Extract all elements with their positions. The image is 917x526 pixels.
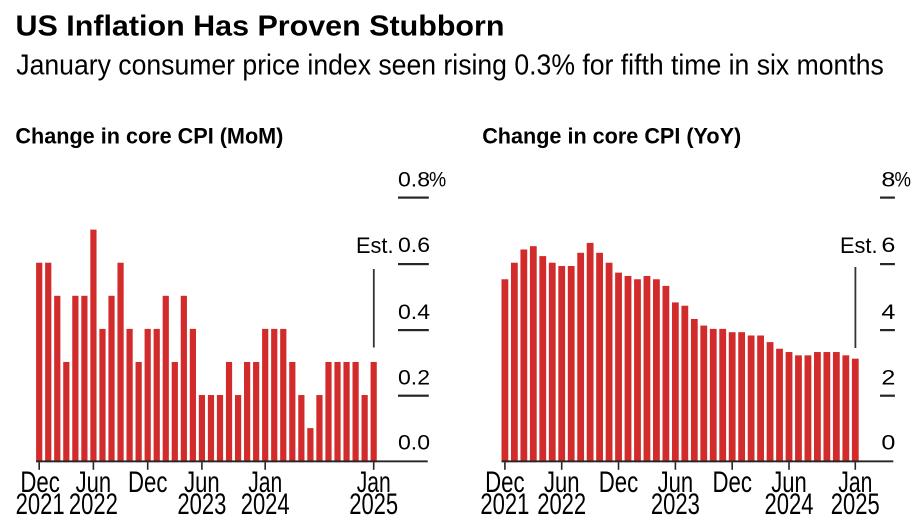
svg-text:January consumer price index s: January consumer price index seen rising… — [16, 50, 884, 82]
svg-text:2022: 2022 — [537, 488, 586, 521]
svg-text:2024: 2024 — [765, 488, 814, 521]
svg-text:2023: 2023 — [651, 488, 700, 521]
svg-text:Dec: Dec — [599, 466, 639, 499]
svg-text:8: 8 — [881, 168, 895, 192]
svg-text:Dec: Dec — [712, 466, 752, 499]
svg-text:2025: 2025 — [831, 488, 880, 521]
svg-text:Change in core CPI (YoY): Change in core CPI (YoY) — [482, 123, 741, 148]
svg-text:Dec: Dec — [128, 466, 168, 499]
svg-text:Dec: Dec — [20, 466, 60, 499]
svg-text:0.6: 0.6 — [398, 233, 430, 257]
svg-text:Change in core CPI (MoM): Change in core CPI (MoM) — [15, 123, 283, 148]
svg-text:2021: 2021 — [16, 488, 65, 521]
svg-text:Est.: Est. — [840, 233, 878, 258]
svg-text:Jun: Jun — [184, 466, 220, 499]
svg-text:Jun: Jun — [544, 466, 580, 499]
svg-text:Jan: Jan — [357, 466, 391, 499]
svg-text:2024: 2024 — [241, 488, 290, 521]
svg-text:Jun: Jun — [658, 466, 694, 499]
svg-text:Jan: Jan — [248, 466, 282, 499]
svg-text:%: % — [429, 168, 446, 192]
svg-text:US Inflation Has Proven Stubbo: US Inflation Has Proven Stubborn — [16, 10, 505, 42]
svg-text:Dec: Dec — [485, 466, 525, 499]
svg-text:2: 2 — [881, 366, 895, 390]
svg-text:0.0: 0.0 — [398, 430, 430, 454]
svg-text:2021: 2021 — [480, 488, 529, 521]
svg-text:%: % — [895, 168, 912, 192]
svg-text:0.8: 0.8 — [398, 168, 430, 192]
svg-text:Jan: Jan — [838, 466, 872, 499]
svg-text:2022: 2022 — [69, 488, 118, 521]
svg-text:4: 4 — [881, 300, 895, 324]
svg-text:2023: 2023 — [177, 488, 226, 521]
svg-text:0: 0 — [881, 430, 895, 454]
svg-text:Jun: Jun — [76, 466, 112, 499]
svg-text:Jun: Jun — [771, 466, 807, 499]
svg-text:6: 6 — [881, 233, 895, 257]
svg-text:2025: 2025 — [349, 488, 398, 521]
svg-text:0.4: 0.4 — [398, 300, 430, 324]
svg-text:Est.: Est. — [356, 233, 394, 258]
svg-text:0.2: 0.2 — [398, 366, 430, 390]
